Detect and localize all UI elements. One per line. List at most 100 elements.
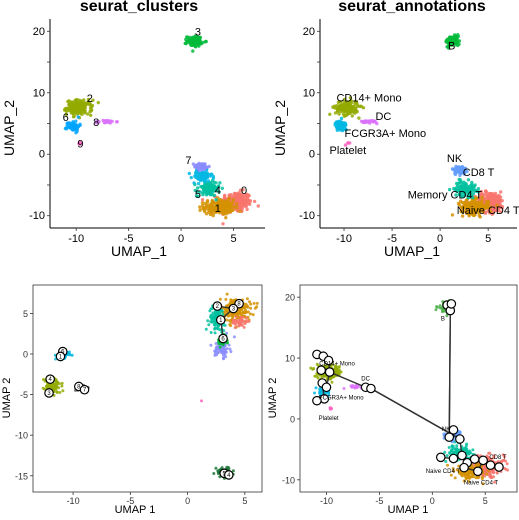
data-point — [194, 43, 198, 48]
data-point — [462, 479, 466, 483]
data-point — [348, 96, 353, 100]
data-point — [70, 353, 74, 357]
data-point — [204, 206, 208, 210]
trajectory-node — [448, 425, 459, 435]
data-point — [441, 309, 445, 313]
node-label: 3 — [47, 391, 51, 397]
x-axis-label: UMAP_1 — [384, 243, 440, 259]
trajectory-node — [366, 383, 376, 394]
data-point — [212, 193, 217, 198]
data-point — [89, 113, 93, 118]
cluster-label: Naive CD4 T — [457, 205, 519, 217]
cluster-label: B — [441, 316, 445, 322]
data-point — [84, 102, 88, 106]
trajectory-node — [218, 333, 228, 344]
data-point — [469, 211, 473, 215]
data-point — [460, 194, 465, 199]
trajectory-node — [444, 432, 455, 443]
x-tick-label: -10 — [68, 233, 84, 245]
data-point — [237, 312, 241, 316]
data-point — [498, 202, 502, 207]
data-point — [217, 190, 221, 194]
data-point — [213, 326, 217, 330]
data-point — [231, 321, 235, 325]
data-point — [447, 446, 451, 449]
data-point — [445, 45, 449, 49]
data-point — [209, 315, 212, 319]
data-point — [239, 198, 244, 202]
y-axis-label: UMAP_2 — [272, 100, 288, 156]
cluster-label: Naive CD4 T — [464, 481, 499, 487]
data-point — [185, 35, 190, 39]
data-point — [505, 462, 509, 466]
data-point — [198, 208, 202, 212]
data-point — [485, 472, 489, 476]
data-point — [249, 302, 253, 306]
data-point — [200, 201, 205, 205]
data-point — [188, 35, 192, 40]
data-point — [218, 297, 222, 301]
data-point — [193, 35, 198, 39]
data-point — [223, 348, 226, 352]
data-point — [197, 37, 202, 41]
data-point — [475, 208, 479, 213]
cluster-label: CD14+ Mono — [319, 361, 355, 367]
data-point — [191, 162, 196, 166]
data-point — [241, 310, 245, 314]
data-point — [245, 297, 249, 301]
data-point — [458, 430, 462, 434]
data-point — [340, 125, 344, 129]
data-point — [214, 314, 218, 318]
data-point — [364, 119, 368, 124]
data-point — [333, 111, 338, 115]
y-tick-label: 10 — [33, 87, 45, 99]
data-point — [482, 466, 486, 470]
data-point — [252, 199, 257, 204]
data-point — [236, 199, 241, 203]
data-point — [350, 107, 354, 112]
data-point — [447, 187, 452, 192]
data-point — [237, 318, 241, 322]
panel-title: seurat_clusters — [80, 0, 198, 15]
data-point — [97, 120, 101, 124]
data-point — [460, 473, 464, 477]
data-point — [209, 204, 213, 208]
y-tick-label: 20 — [303, 26, 315, 38]
data-point — [227, 193, 232, 198]
cluster-label: 9 — [77, 138, 83, 150]
trajectory-edge — [448, 310, 452, 438]
cluster-label: 5 — [195, 189, 201, 201]
data-point — [55, 390, 59, 394]
data-point — [434, 308, 438, 312]
data-point — [76, 115, 81, 119]
trajectory-node — [448, 453, 459, 464]
data-point — [480, 477, 484, 481]
data-point — [78, 123, 82, 127]
data-point — [55, 384, 59, 388]
data-point — [336, 100, 341, 105]
data-point — [484, 189, 488, 193]
data-point — [221, 222, 225, 226]
data-point — [340, 103, 344, 108]
data-point — [225, 318, 229, 322]
data-point — [343, 103, 347, 107]
data-point — [461, 185, 466, 189]
data-point — [230, 300, 234, 303]
data-point — [480, 195, 484, 200]
data-point — [495, 203, 499, 208]
x-tick-label: -5 — [375, 496, 383, 506]
data-point — [336, 366, 340, 369]
data-point — [481, 482, 485, 486]
data-point — [185, 40, 189, 44]
data-point — [245, 207, 249, 212]
data-point — [90, 103, 95, 108]
data-point — [229, 324, 233, 328]
trajectory-node — [435, 452, 446, 463]
y-axis-label: UMAP 2 — [267, 378, 279, 419]
node-label: 3 — [232, 307, 236, 313]
data-point — [506, 468, 510, 472]
data-point — [224, 310, 228, 313]
data-point — [462, 201, 466, 205]
cluster-label: 7 — [185, 155, 191, 167]
data-point — [315, 362, 319, 366]
